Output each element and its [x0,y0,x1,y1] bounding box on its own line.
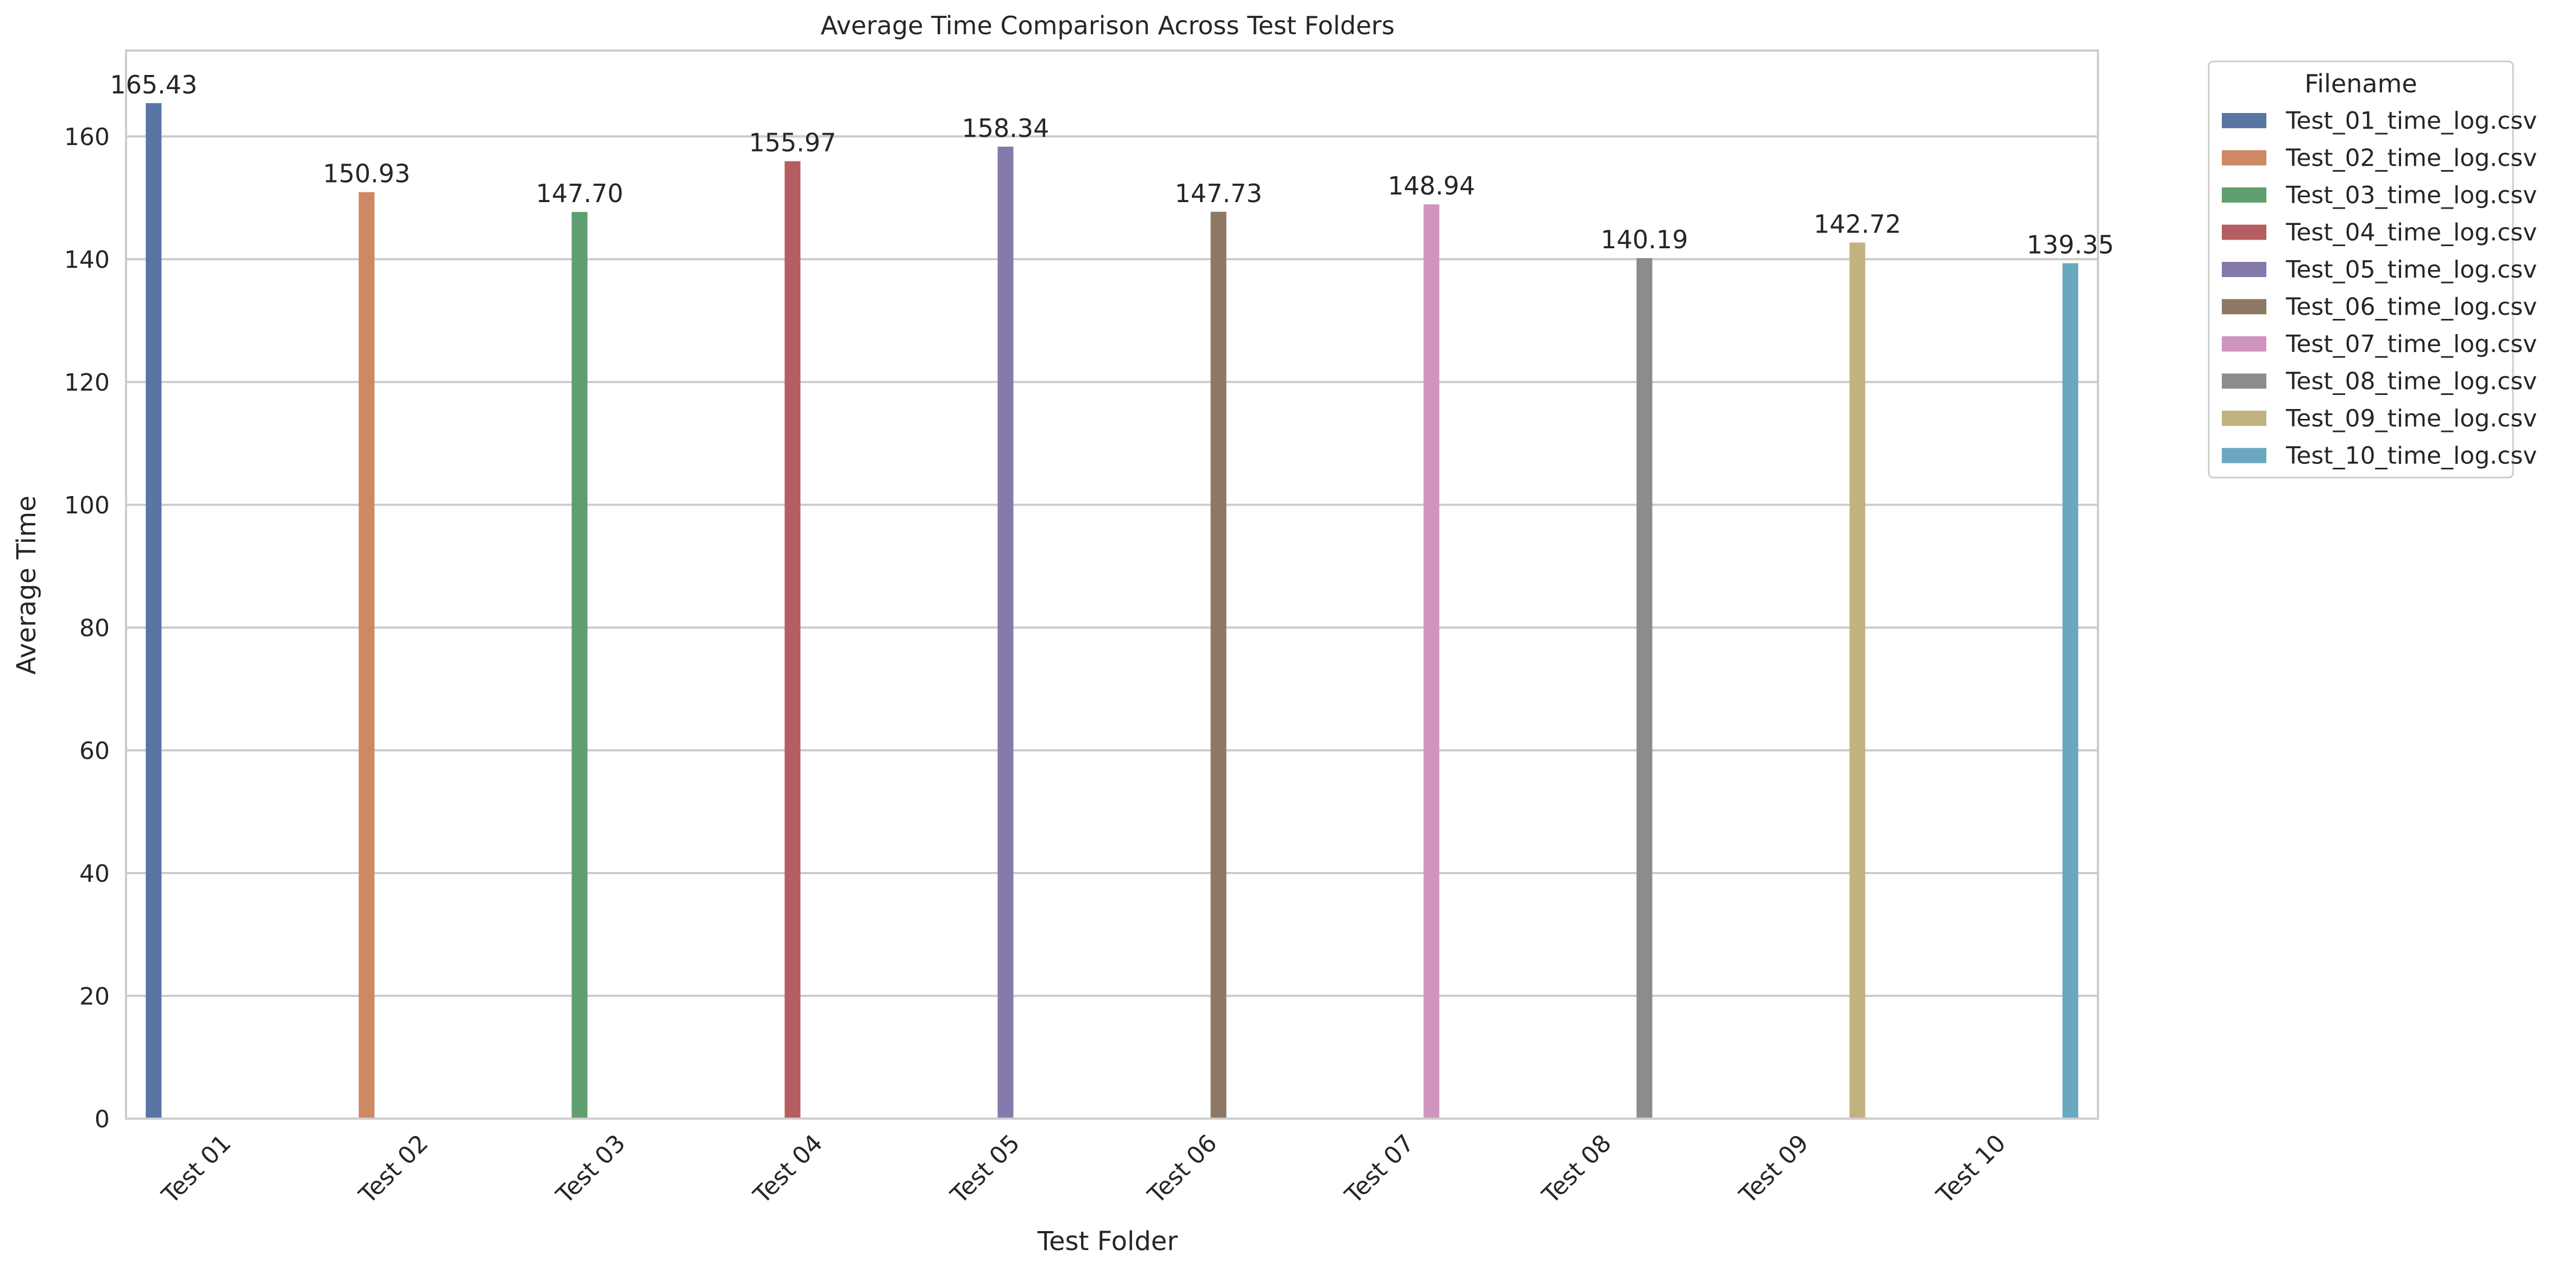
bar [1850,242,1865,1119]
legend-entry-label: Test_09_time_log.csv [2285,405,2537,432]
legend-swatch [2222,299,2266,315]
legend-entry-label: Test_04_time_log.csv [2285,219,2537,247]
bar [571,212,587,1119]
legend-entry-label: Test_02_time_log.csv [2285,145,2537,172]
legend-swatch [2222,187,2266,203]
legend-swatch [2222,336,2266,352]
bar [784,161,800,1119]
legend-swatch [2222,411,2266,426]
y-tick-label: 140 [64,246,110,274]
legend: Filename Test_01_time_log.csv Test_02_tim… [2209,61,2537,478]
y-tick-label: 80 [79,614,110,642]
bar [1637,258,1653,1119]
y-tick-label: 120 [64,369,110,397]
legend-entry-label: Test_03_time_log.csv [2285,181,2537,209]
legend-entry-label: Test_07_time_log.csv [2285,330,2537,358]
bar-value-label: 165.43 [110,70,197,99]
bar-value-label: 139.35 [2027,230,2114,260]
bar-value-label: 155.97 [749,128,836,158]
y-tick-label: 40 [79,860,110,888]
bar [1424,204,1440,1119]
legend-swatch [2222,262,2266,277]
bar [997,147,1013,1119]
bar-value-label: 158.34 [962,114,1049,143]
legend-entry-label: Test_01_time_log.csv [2285,107,2537,135]
legend-entry-label: Test_10_time_log.csv [2285,442,2537,470]
y-tick-label: 100 [64,492,110,519]
legend-swatch [2222,225,2266,240]
bar-value-label: 142.72 [1814,209,1901,239]
bar [146,103,161,1119]
bar-value-label: 147.70 [536,179,623,208]
bar [1211,212,1227,1119]
legend-entry-label: Test_08_time_log.csv [2285,368,2537,396]
x-axis-label: Test Folder [1037,1226,1178,1257]
y-tick-label: 60 [79,737,110,765]
bar-value-label: 150.93 [323,159,410,189]
legend-title: Filename [2304,69,2417,98]
y-axis-label: Average Time [11,495,42,675]
bar [2063,263,2078,1119]
legend-swatch [2222,150,2266,166]
y-tick-label: 20 [79,983,110,1011]
bar-value-label: 148.94 [1388,171,1475,200]
legend-swatch [2222,113,2266,128]
y-tick-label: 160 [64,123,110,151]
legend-swatch [2222,448,2266,463]
legend-entry-label: Test_05_time_log.csv [2285,256,2537,284]
bar-value-label: 147.73 [1175,179,1262,208]
legend-swatch [2222,374,2266,389]
bar-value-label: 140.19 [1601,225,1688,254]
y-tick-label: 0 [95,1106,110,1133]
chart-title: Average Time Comparison Across Test Fold… [821,11,1395,40]
bar [359,192,374,1119]
legend-entry-label: Test_06_time_log.csv [2285,293,2537,321]
